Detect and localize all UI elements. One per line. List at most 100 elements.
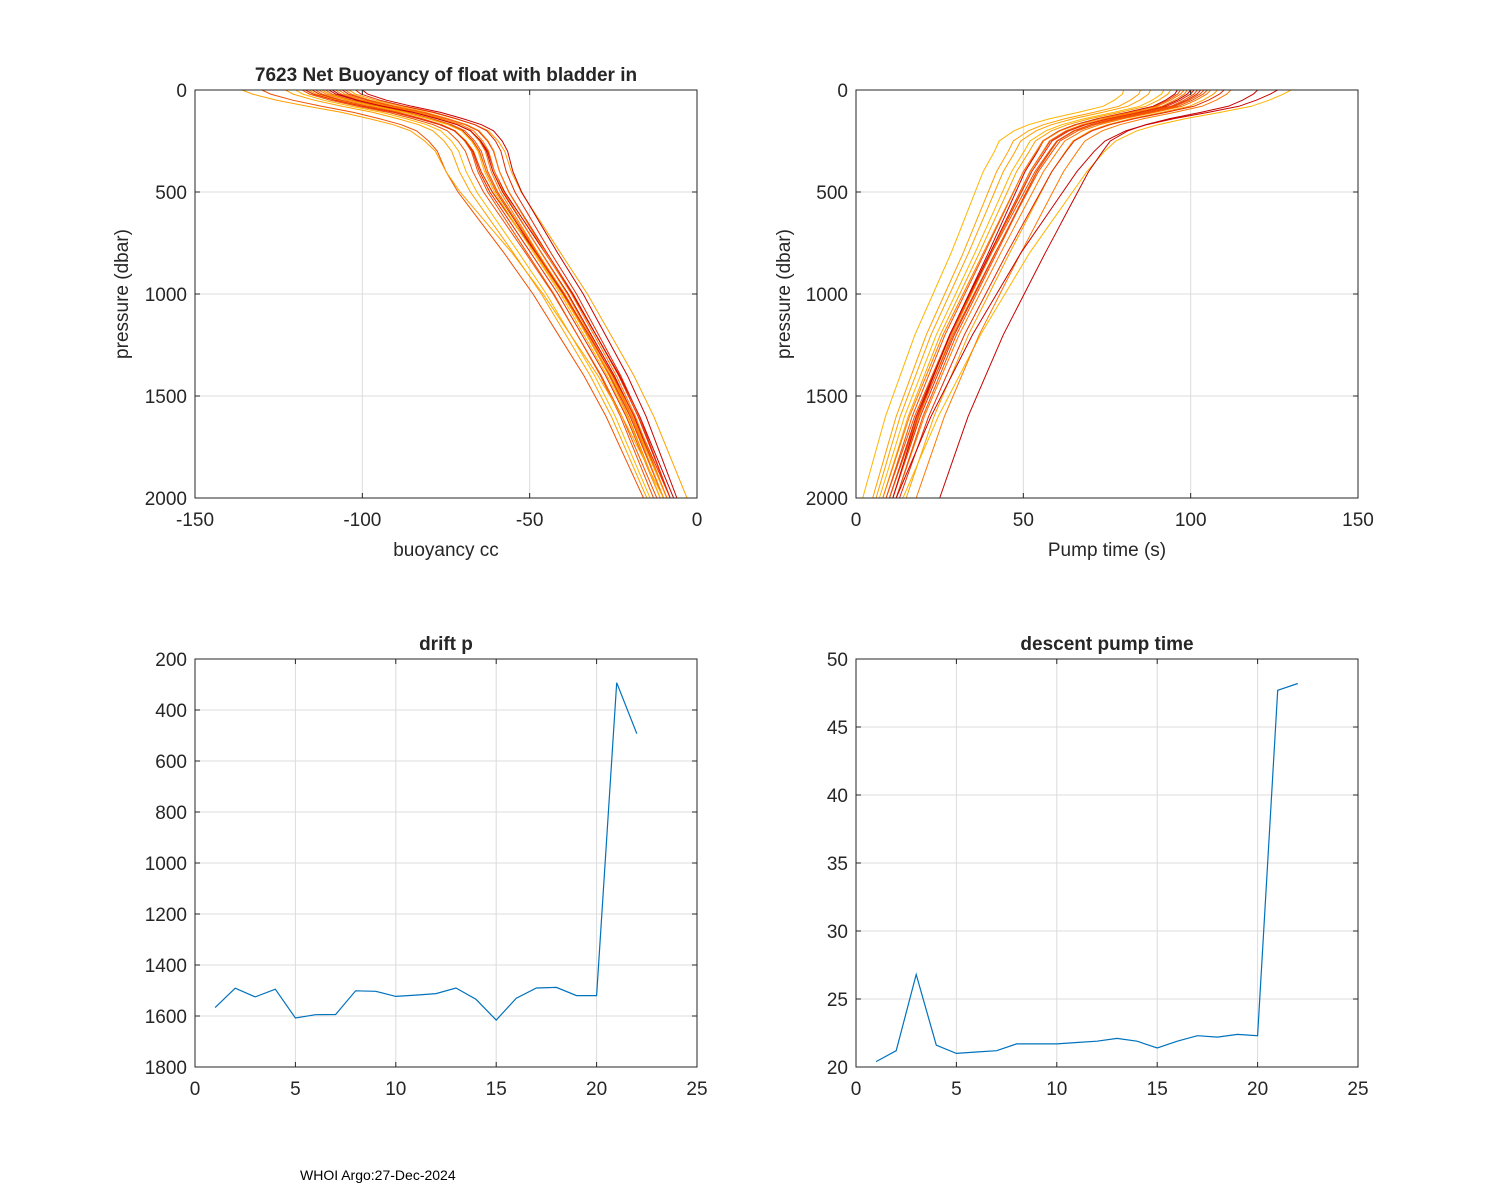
y-tick-label: 1400	[145, 956, 187, 977]
x-tick-label: 0	[851, 1079, 862, 1100]
profile-line-9	[892, 90, 1178, 498]
x-tick-label: 0	[851, 510, 862, 531]
profile-line-22	[345, 90, 668, 498]
profile-line-17	[305, 90, 671, 498]
buoyancy-profiles	[241, 90, 688, 498]
x-tick-label: -50	[516, 510, 543, 531]
x-tick-label: 5	[951, 1079, 962, 1100]
y-tick-label: 50	[827, 650, 848, 671]
profile-line-15	[875, 90, 1151, 498]
profile-line-18	[321, 90, 661, 498]
x-tick-label: -150	[176, 510, 214, 531]
x-tick-label: 50	[1013, 510, 1034, 531]
profile-line-14	[355, 90, 671, 498]
y-tick-label: 0	[176, 81, 187, 102]
profile-line-20	[361, 90, 678, 498]
series-line	[875, 682, 1298, 1063]
profile-line-21	[241, 90, 664, 498]
profile-line-5	[882, 90, 1172, 498]
y-tick-label: 1500	[145, 387, 187, 408]
profile-line-16	[889, 90, 1208, 498]
descentpump-grid	[855, 658, 1359, 1068]
profile-line-15	[285, 90, 648, 498]
x-tick-label: 15	[486, 1079, 507, 1100]
profile-line-5	[301, 90, 658, 498]
profile-line-8	[335, 90, 661, 498]
profile-line-7	[892, 90, 1188, 498]
x-tick-label: 20	[1247, 1079, 1268, 1100]
profile-line-19	[939, 90, 1258, 498]
buoyancy-grid	[194, 89, 698, 499]
x-tick-label: 10	[1046, 1079, 1067, 1100]
x-tick-label: 15	[1147, 1079, 1168, 1100]
profile-line-14	[899, 90, 1225, 498]
descentpump-title: descent pump time	[1020, 634, 1193, 655]
x-tick-label: 5	[290, 1079, 301, 1100]
y-tick-label: 1000	[145, 854, 187, 875]
footer-timestamp: WHOI Argo:27-Dec-2024	[300, 1167, 456, 1183]
profile-line-20	[862, 90, 1125, 498]
panel-driftp: 0 5 10 15 20 25 200 400 600 800 1000 1200 1400 1600 18…	[145, 634, 708, 1100]
buoyancy-ticks: -150 -100 -50 0 0 500 1000 1500 2000	[145, 81, 703, 531]
buoyancy-title: 7623 Net Buoyancy of float with bladder …	[255, 65, 637, 86]
x-tick-label: 0	[692, 510, 703, 531]
panel-buoyancy: -150 -100 -50 0 0 500 1000 1500 2000 7623 Net Bu…	[112, 65, 702, 561]
profile-line-13	[882, 90, 1185, 498]
buoyancy-ylabel: pressure (dbar)	[112, 229, 133, 359]
x-tick-label: 150	[1342, 510, 1374, 531]
y-tick-label: 45	[827, 718, 848, 739]
x-tick-label: -100	[343, 510, 381, 531]
x-tick-label: 0	[190, 1079, 201, 1100]
y-tick-label: 2000	[806, 489, 848, 510]
y-tick-label: 1000	[806, 285, 848, 306]
y-tick-label: 500	[155, 183, 187, 204]
panel-descentpump: 0 5 10 15 20 25 20 25 30 35 40 45 50 descent pump ti…	[827, 634, 1369, 1100]
y-tick-label: 200	[155, 650, 187, 671]
profile-line-8	[885, 90, 1205, 498]
profile-line-12	[895, 90, 1198, 498]
profile-line-18	[872, 90, 1141, 498]
x-tick-label: 20	[586, 1079, 607, 1100]
pumptime-grid	[855, 89, 1359, 499]
profile-line-10	[348, 90, 688, 498]
y-tick-label: 0	[837, 81, 848, 102]
x-tick-label: 100	[1175, 510, 1207, 531]
x-tick-label: 25	[1347, 1079, 1368, 1100]
pumptime-profiles	[862, 90, 1292, 498]
y-tick-label: 2000	[145, 489, 187, 510]
buoyancy-xlabel: buoyancy cc	[393, 540, 499, 561]
descentpump-ticks: 0 5 10 15 20 25 20 25 30 35 40 45 50	[827, 650, 1369, 1100]
y-tick-label: 500	[816, 183, 848, 204]
profile-line-11	[295, 90, 651, 498]
y-tick-label: 20	[827, 1058, 848, 1079]
y-tick-label: 1600	[145, 1007, 187, 1028]
y-tick-label: 800	[155, 803, 187, 824]
x-tick-label: 10	[385, 1079, 406, 1100]
y-tick-label: 1200	[145, 905, 187, 926]
y-tick-label: 30	[827, 922, 848, 943]
y-tick-label: 1800	[145, 1058, 187, 1079]
y-tick-label: 1500	[806, 387, 848, 408]
profile-line-21	[915, 90, 1232, 498]
series-line	[214, 682, 638, 1021]
profile-line-11	[878, 90, 1165, 498]
profile-line-22	[895, 90, 1278, 498]
pumptime-xlabel: Pump time (s)	[1048, 540, 1166, 561]
driftp-title: drift p	[419, 634, 473, 655]
profile-line-4	[895, 90, 1212, 498]
driftp-grid	[194, 658, 698, 1068]
profile-line-13	[315, 90, 654, 498]
y-tick-label: 600	[155, 752, 187, 773]
y-tick-label: 40	[827, 786, 848, 807]
driftp-series	[214, 682, 638, 1021]
y-tick-label: 1000	[145, 285, 187, 306]
profile-line-17	[902, 90, 1292, 498]
pumptime-ylabel: pressure (dbar)	[774, 229, 795, 359]
descentpump-series	[875, 682, 1298, 1063]
x-tick-label: 25	[686, 1079, 707, 1100]
y-tick-label: 35	[827, 854, 848, 875]
y-tick-label: 400	[155, 701, 187, 722]
